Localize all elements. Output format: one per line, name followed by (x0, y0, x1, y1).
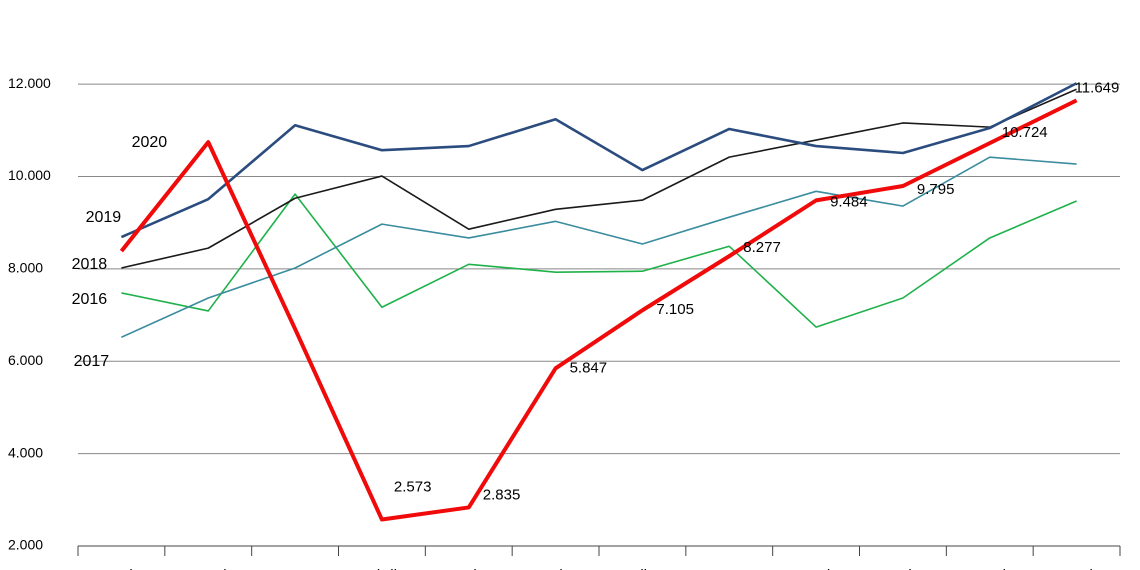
x-tick-label: Abril (367, 567, 397, 570)
series-label: 2018 (72, 256, 108, 273)
data-label: 9.795 (917, 181, 955, 198)
x-tick-label: Junho (535, 567, 576, 570)
y-tick-label: 12.000 (8, 75, 51, 91)
x-tick-label: Outubro (876, 567, 930, 570)
series-label: 2016 (72, 291, 108, 308)
series-label: 2019 (86, 209, 122, 226)
data-label: 11.649 (1075, 79, 1120, 96)
x-tick-label: Novembro (955, 567, 1024, 570)
x-tick-label: Março (274, 567, 316, 570)
data-label: 2.835 (483, 486, 521, 503)
x-tick-label: Setembro (784, 567, 849, 570)
y-tick-label: 8.000 (8, 260, 43, 276)
x-tick-label: Dezembro (1042, 567, 1111, 570)
data-label: 5.847 (570, 359, 608, 376)
series-label: 2020 (132, 134, 168, 151)
series-line (121, 88, 1077, 269)
x-tick-label: Julho (624, 567, 660, 570)
data-label: 10.724 (1002, 124, 1048, 141)
series-line (120, 82, 1078, 239)
series-label: 2017 (74, 353, 110, 370)
data-label: 7.105 (656, 301, 694, 318)
y-tick-label: 4.000 (8, 444, 43, 460)
x-tick-label: Maio (452, 567, 485, 570)
y-tick-label: 6.000 (8, 352, 43, 368)
data-label: 8.277 (743, 239, 781, 256)
data-label: 2.573 (394, 479, 432, 496)
x-tick-label: Agosto (706, 567, 753, 570)
series-line (121, 156, 1077, 338)
series-line (119, 98, 1078, 522)
x-tick-label: Janeiro (97, 567, 146, 570)
x-tick-label: Fevereiro (177, 567, 240, 570)
data-label: 9.484 (830, 193, 868, 210)
series-line (121, 193, 1077, 328)
y-tick-label: 2.000 (8, 537, 43, 553)
y-tick-label: 10.000 (8, 167, 51, 183)
